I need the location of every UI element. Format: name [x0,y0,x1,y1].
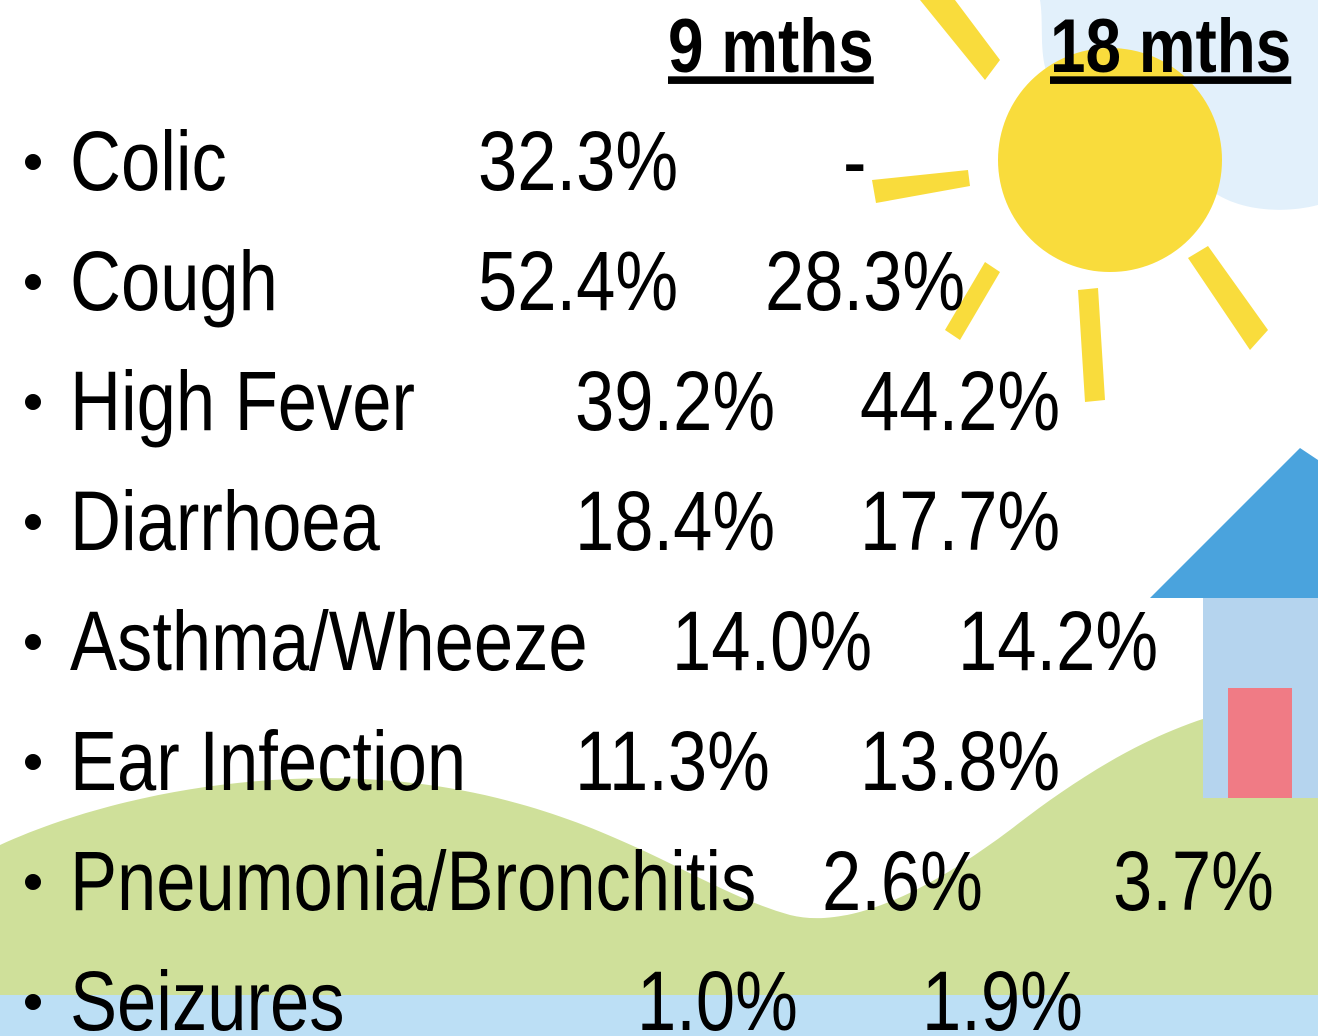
row-value: 11.3% [575,715,770,808]
row-label: Seizures [70,955,345,1036]
hill [0,700,1318,1000]
row-label: Colic [70,115,227,208]
row-value: 13.8% [860,715,1060,808]
row-value: 52.4% [478,235,678,328]
bullet [25,634,41,650]
bullet [25,274,41,290]
house [1150,448,1318,798]
row-value: 44.2% [860,355,1060,448]
content: 9 mths 18 mths Colic 32.3% - Cough 52.4% 28.3% H… [25,3,1291,1036]
row-label: Pneumonia/Bronchitis [70,835,756,928]
bullet [25,514,41,530]
row-value: - [843,115,867,208]
water [0,995,1318,1036]
bullet [25,874,41,890]
bullet [25,394,41,410]
row-value: 14.0% [672,595,872,688]
row-label: Ear Infection [70,715,466,808]
row-label: Cough [70,235,278,328]
row-label: Diarrhoea [70,475,381,568]
row-label: Asthma/Wheeze [70,595,588,688]
row-value: 1.0% [637,955,798,1036]
bullet [25,994,41,1010]
row-value: 39.2% [575,355,775,448]
row-value: 14.2% [958,595,1158,688]
row-value: 3.7% [1113,835,1274,928]
column-header: 18 mths [1050,3,1291,89]
row-label: High Fever [70,355,415,448]
bullet [25,154,41,170]
row-value: 1.9% [922,955,1083,1036]
row-value: 28.3% [765,235,965,328]
column-header: 9 mths [668,3,874,89]
row-value: 18.4% [575,475,775,568]
sun [872,0,1268,402]
bullet [25,754,41,770]
row-value: 2.6% [822,835,983,928]
row-value: 32.3% [478,115,678,208]
row-value: 17.7% [860,475,1060,568]
